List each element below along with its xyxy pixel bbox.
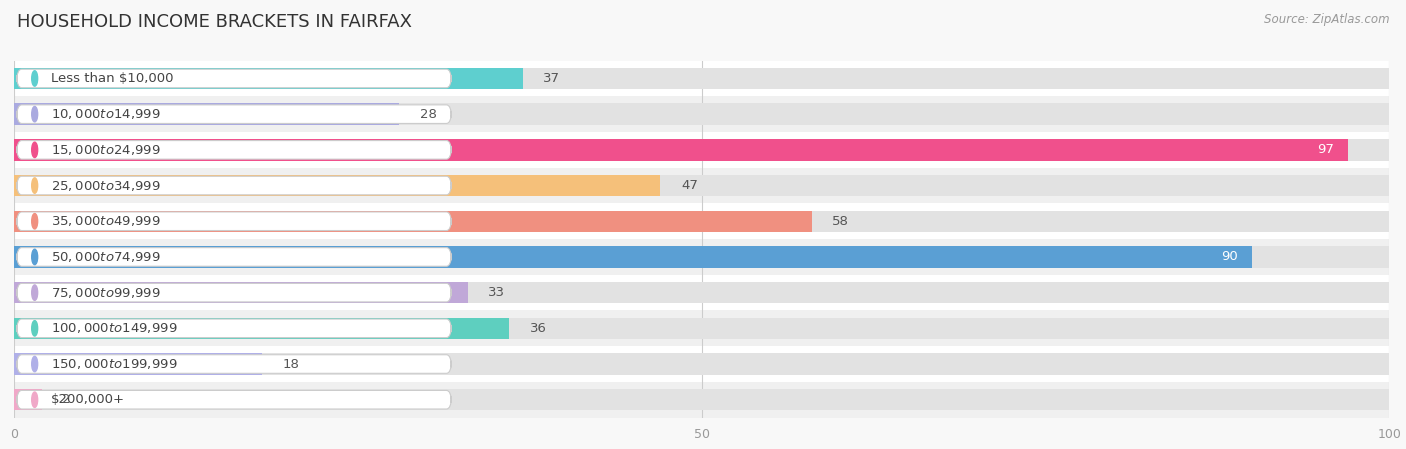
FancyBboxPatch shape bbox=[17, 105, 451, 123]
Bar bbox=[14, 382, 1389, 418]
Circle shape bbox=[32, 285, 38, 300]
Bar bbox=[14, 246, 1389, 268]
Bar bbox=[14, 68, 1389, 89]
Text: $75,000 to $99,999: $75,000 to $99,999 bbox=[51, 286, 160, 299]
Text: 37: 37 bbox=[544, 72, 561, 85]
Bar bbox=[14, 175, 1389, 196]
Bar bbox=[14, 346, 1389, 382]
Text: $10,000 to $14,999: $10,000 to $14,999 bbox=[51, 107, 160, 121]
Text: 28: 28 bbox=[420, 108, 437, 121]
FancyBboxPatch shape bbox=[17, 212, 451, 230]
Bar bbox=[14, 389, 42, 410]
Bar bbox=[14, 353, 1389, 375]
Bar bbox=[14, 317, 509, 339]
Bar bbox=[14, 275, 1389, 311]
FancyBboxPatch shape bbox=[17, 248, 451, 266]
Bar bbox=[14, 103, 399, 125]
Bar bbox=[14, 139, 1389, 161]
Text: 18: 18 bbox=[283, 357, 299, 370]
Bar bbox=[14, 389, 1389, 410]
Bar bbox=[14, 132, 1389, 167]
FancyBboxPatch shape bbox=[17, 391, 451, 409]
Bar bbox=[14, 311, 1389, 346]
Text: Less than $10,000: Less than $10,000 bbox=[51, 72, 174, 85]
Text: HOUSEHOLD INCOME BRACKETS IN FAIRFAX: HOUSEHOLD INCOME BRACKETS IN FAIRFAX bbox=[17, 13, 412, 31]
FancyBboxPatch shape bbox=[17, 141, 451, 159]
Text: 97: 97 bbox=[1317, 143, 1334, 156]
Text: 58: 58 bbox=[832, 215, 849, 228]
Text: 47: 47 bbox=[681, 179, 697, 192]
Text: $100,000 to $149,999: $100,000 to $149,999 bbox=[51, 321, 177, 335]
Bar bbox=[14, 61, 1389, 96]
FancyBboxPatch shape bbox=[17, 355, 451, 373]
Circle shape bbox=[32, 71, 38, 86]
Bar bbox=[14, 282, 1389, 304]
Circle shape bbox=[32, 392, 38, 407]
Text: 2: 2 bbox=[62, 393, 70, 406]
Text: $15,000 to $24,999: $15,000 to $24,999 bbox=[51, 143, 160, 157]
Circle shape bbox=[32, 321, 38, 336]
Bar bbox=[14, 246, 1251, 268]
Text: 36: 36 bbox=[530, 322, 547, 335]
Text: 33: 33 bbox=[488, 286, 506, 299]
Text: Source: ZipAtlas.com: Source: ZipAtlas.com bbox=[1264, 13, 1389, 26]
Bar bbox=[14, 103, 1389, 125]
Bar bbox=[14, 317, 1389, 339]
Bar bbox=[14, 353, 262, 375]
Bar bbox=[14, 168, 1389, 203]
Circle shape bbox=[32, 249, 38, 264]
Bar bbox=[14, 97, 1389, 132]
Bar bbox=[14, 211, 811, 232]
FancyBboxPatch shape bbox=[17, 319, 451, 338]
Circle shape bbox=[32, 357, 38, 372]
Bar bbox=[14, 239, 1389, 275]
Text: $150,000 to $199,999: $150,000 to $199,999 bbox=[51, 357, 177, 371]
Circle shape bbox=[32, 142, 38, 158]
Bar bbox=[14, 175, 661, 196]
Bar bbox=[14, 282, 468, 304]
Text: $25,000 to $34,999: $25,000 to $34,999 bbox=[51, 179, 160, 193]
FancyBboxPatch shape bbox=[17, 69, 451, 88]
FancyBboxPatch shape bbox=[17, 283, 451, 302]
Bar bbox=[14, 203, 1389, 239]
Text: $50,000 to $74,999: $50,000 to $74,999 bbox=[51, 250, 160, 264]
Circle shape bbox=[32, 214, 38, 229]
Text: $35,000 to $49,999: $35,000 to $49,999 bbox=[51, 214, 160, 228]
Circle shape bbox=[32, 106, 38, 122]
Circle shape bbox=[32, 178, 38, 193]
FancyBboxPatch shape bbox=[17, 176, 451, 195]
Text: $200,000+: $200,000+ bbox=[51, 393, 125, 406]
Text: 90: 90 bbox=[1222, 251, 1237, 264]
Bar bbox=[14, 68, 523, 89]
Bar bbox=[14, 211, 1389, 232]
Bar bbox=[14, 139, 1348, 161]
